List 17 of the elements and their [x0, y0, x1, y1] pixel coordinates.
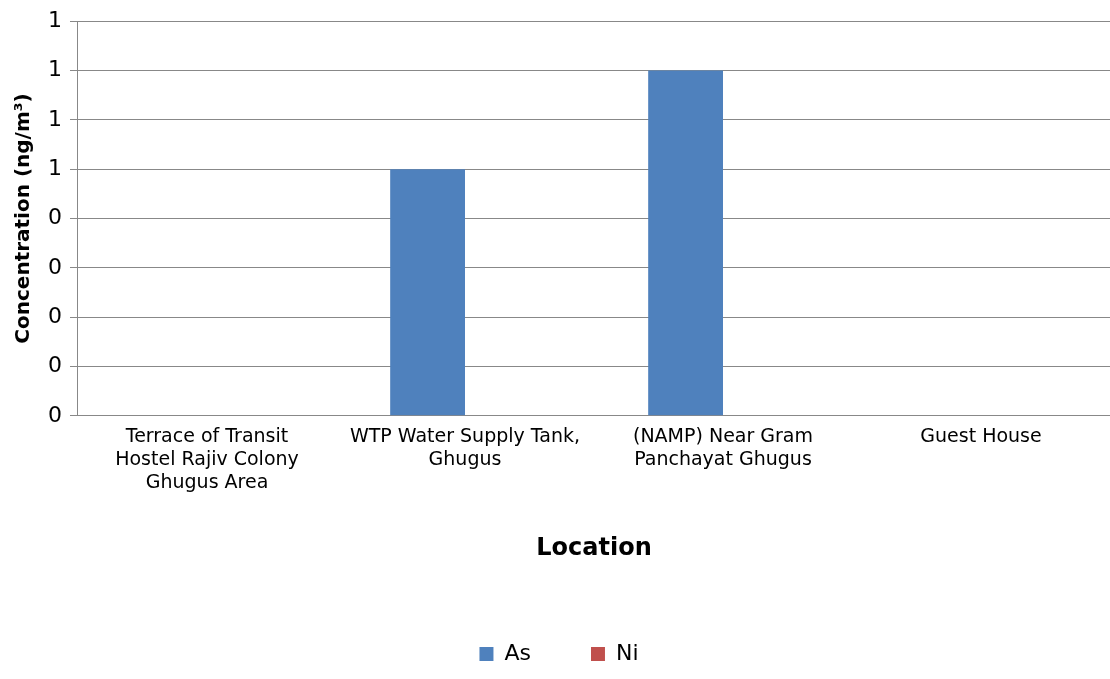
y-tick-label: 1	[48, 6, 62, 32]
y-tick-label: 0	[48, 253, 62, 279]
y-tick-label: 0	[48, 401, 62, 427]
y-tick-label: 0	[48, 302, 62, 328]
x-tick-label: Guest House	[920, 424, 1042, 447]
x-axis-title: Location	[536, 532, 652, 561]
y-tick-label: 1	[48, 105, 62, 131]
y-tick-label: 0	[48, 352, 62, 378]
y-axis-title: Concentration (ng/m³)	[10, 93, 35, 344]
legend-label: Ni	[615, 639, 639, 665]
x-tick-label: (NAMP) Near Gram Panchayat Ghugus	[632, 424, 814, 469]
y-tick-label: 1	[48, 56, 62, 82]
legend-label: As	[504, 639, 531, 665]
x-tick-label: WTP Water Supply Tank, Ghugus	[349, 424, 581, 469]
y-tick-label: 0	[48, 204, 62, 230]
y-tick-label: 1	[48, 154, 62, 180]
x-tick-label: Terrace of Transit Hostel Rajiv Colony Ghugus Area	[115, 424, 299, 492]
